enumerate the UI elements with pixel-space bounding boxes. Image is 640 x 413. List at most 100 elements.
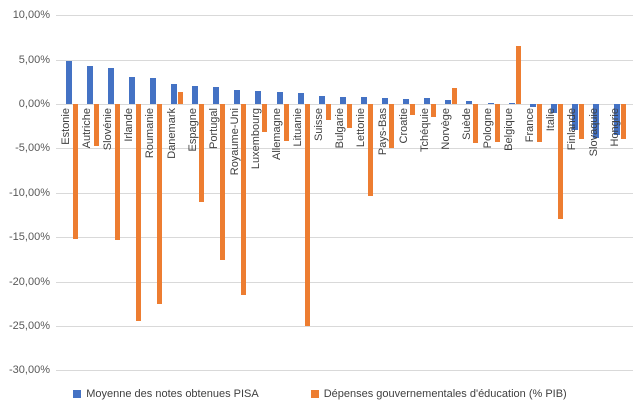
y-axis-tick-label: 0,00% (18, 98, 50, 110)
x-axis-category-label: Pays-Bas (377, 108, 389, 156)
x-axis-category-label: Estonie (60, 108, 72, 145)
bar-depenses-Portugal (220, 104, 225, 260)
x-axis-category-label: Roumanie (144, 108, 156, 159)
bar-pisa-Slovénie (108, 68, 114, 104)
bar-pisa-Suède (466, 101, 472, 104)
bar-depenses-Pologne (495, 104, 500, 142)
x-axis-category-label: Irlande (123, 108, 135, 142)
x-axis-category-label: Italie (545, 108, 557, 132)
bar-pisa-Lettonie (361, 97, 367, 104)
x-axis-category-label: Slovaquie (588, 108, 600, 157)
bar-pisa-Portugal (213, 87, 219, 104)
bar-depenses-Danemark (178, 92, 183, 104)
x-axis-category-label: Finlande (566, 108, 578, 151)
x-axis-category-label: Allemagne (271, 108, 283, 160)
bar-depenses-Lettonie (368, 104, 373, 196)
bar-depenses-Luxembourg (262, 104, 267, 132)
x-axis-category-label: Slovénie (102, 108, 114, 151)
bar-depenses-Suède (473, 104, 478, 143)
x-axis-category-label: Pologne (482, 108, 494, 149)
bar-pisa-Danemark (171, 84, 177, 104)
bar-depenses-Estonie (73, 104, 78, 239)
gridline--10 (56, 193, 633, 194)
bar-depenses-Hongrie (621, 104, 626, 139)
legend-swatch-pisa-icon (73, 390, 82, 398)
y-axis-tick-label: -5,00% (15, 142, 50, 154)
y-axis-tick-label: 5,00% (18, 54, 50, 66)
bar-pisa-Croatie (403, 99, 409, 104)
gridline-10 (56, 15, 633, 16)
bar-depenses-Bulgarie (347, 104, 352, 128)
bar-depenses-Italie (558, 104, 563, 219)
x-axis-category-label: Bulgarie (334, 108, 346, 149)
gridline--25 (56, 326, 633, 327)
bar-pisa-Belgique (509, 103, 515, 104)
x-axis-category-label: Suisse (313, 108, 325, 142)
bar-pisa-Estonie (66, 61, 72, 104)
bar-pisa-Luxembourg (255, 91, 261, 104)
gridline--15 (56, 237, 633, 238)
gridline--30 (56, 370, 633, 371)
bar-pisa-Roumanie (150, 78, 156, 104)
bar-pisa-Hongrie (614, 104, 620, 135)
legend-item-depenses: Dépenses gouvernementales d'éducation (%… (310, 388, 567, 400)
x-axis-category-label: Suède (461, 108, 473, 140)
x-axis-category-label: Espagne (187, 108, 199, 152)
x-axis-category-label: Croatie (398, 108, 410, 144)
x-axis-category-label: Belgique (503, 108, 515, 151)
x-axis-category-label: Royaume-Uni (229, 108, 241, 176)
bar-depenses-Espagne (199, 104, 204, 202)
y-axis-tick-label: -30,00% (9, 364, 50, 376)
legend-swatch-depenses-icon (310, 390, 319, 398)
legend: Moyenne des notes obtenues PISA Dépenses… (0, 388, 640, 400)
bar-depenses-Allemagne (284, 104, 289, 141)
x-axis-category-label: Norvège (440, 108, 452, 150)
bar-pisa-Lituanie (298, 93, 304, 104)
x-axis-category-label: Portugal (208, 108, 220, 149)
y-axis-tick-label: -20,00% (9, 276, 50, 288)
gridline--5 (56, 148, 633, 149)
bar-depenses-Pays-Bas (389, 104, 394, 148)
bar-depenses-Finlande (579, 104, 584, 139)
bar-depenses-Norvège (452, 88, 457, 104)
bar-pisa-Allemagne (277, 92, 283, 104)
bar-pisa-Italie (551, 104, 557, 113)
bar-depenses-Belgique (516, 46, 521, 104)
bar-pisa-Pays-Bas (382, 98, 388, 104)
bar-pisa-Suisse (319, 96, 325, 104)
bar-depenses-Royaume-Uni (241, 104, 246, 295)
bar-pisa-Tchéquie (424, 98, 430, 104)
bar-depenses-Lituanie (305, 104, 310, 326)
bar-pisa-France (530, 104, 536, 107)
gridline-5 (56, 60, 633, 61)
bar-depenses-Autriche (94, 104, 99, 146)
bar-depenses-Croatie (410, 104, 415, 115)
gridline-0 (56, 104, 633, 105)
x-axis-category-label: Lettonie (355, 108, 367, 148)
y-axis-tick-label: -10,00% (9, 187, 50, 199)
x-axis-category-label: Hongrie (609, 108, 621, 147)
bar-depenses-Irlande (136, 104, 141, 321)
bar-pisa-Irlande (129, 77, 135, 104)
x-axis-category-label: Autriche (81, 108, 93, 149)
bar-pisa-Slovaquie (593, 104, 599, 138)
x-axis-category-label: Lituanie (292, 108, 304, 147)
bar-pisa-Finlande (572, 104, 578, 130)
gridline--20 (56, 282, 633, 283)
legend-label-depenses: Dépenses gouvernementales d'éducation (%… (323, 388, 567, 400)
bar-pisa-Autriche (87, 66, 93, 104)
legend-label-pisa: Moyenne des notes obtenues PISA (86, 388, 259, 400)
bar-pisa-Espagne (192, 86, 198, 104)
bar-pisa-Bulgarie (340, 97, 346, 104)
y-axis-tick-label: -15,00% (9, 231, 50, 243)
bar-pisa-Pologne (488, 103, 494, 104)
y-axis-tick-label: -25,00% (9, 320, 50, 332)
bar-depenses-Tchéquie (431, 104, 436, 117)
x-axis-category-label: Tchéquie (419, 108, 431, 153)
x-axis-category-label: Danemark (166, 108, 178, 159)
bar-depenses-France (537, 104, 542, 142)
y-axis-tick-label: 10,00% (12, 9, 50, 21)
x-axis-category-label: Luxembourg (250, 108, 262, 170)
legend-item-pisa: Moyenne des notes obtenues PISA (73, 388, 259, 400)
bar-depenses-Suisse (326, 104, 331, 120)
